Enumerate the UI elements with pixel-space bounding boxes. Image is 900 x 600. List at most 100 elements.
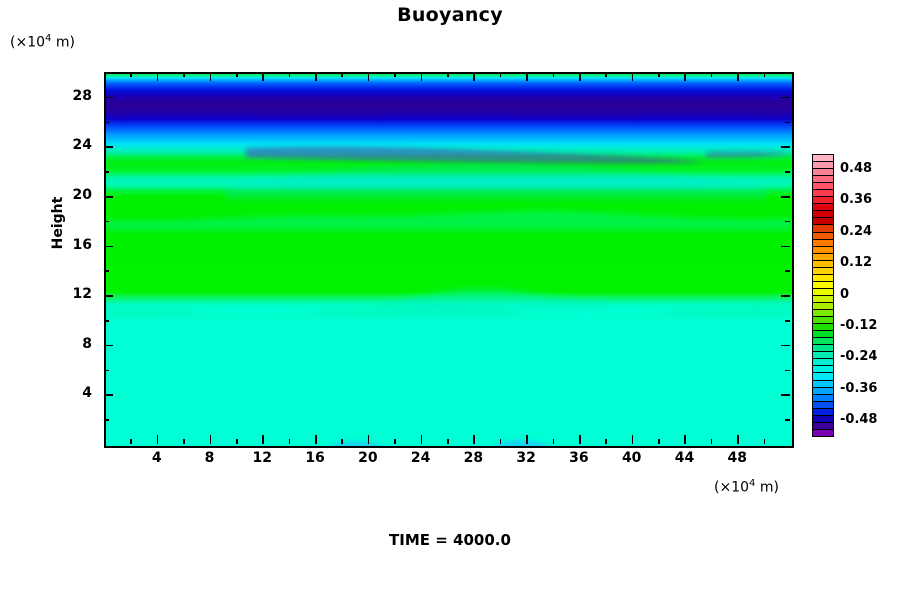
colorbar-band: [813, 281, 833, 289]
y-tick-minor: [781, 146, 790, 148]
x-tick-minor: [262, 72, 264, 81]
colorbar-band: [813, 345, 833, 353]
colorbar-band: [813, 155, 833, 163]
colorbar-band: [813, 295, 833, 303]
colorbar-band: [813, 429, 833, 436]
y-tick-minor: [104, 245, 113, 248]
colorbar-band: [813, 162, 833, 170]
x-tick-minor: [341, 439, 344, 444]
y-tick-minor: [104, 369, 109, 372]
x-unit-exponent: 4: [749, 478, 756, 489]
y-tick-minor: [104, 344, 113, 347]
x-tick-label: 40: [621, 450, 642, 466]
x-tick-minor: [183, 439, 185, 444]
x-tick-minor: [526, 72, 528, 81]
x-tick-minor: [763, 439, 766, 444]
x-tick-minor: [315, 72, 317, 81]
y-tick-minor: [781, 394, 790, 396]
x-tick-minor: [684, 72, 687, 81]
colorbar-band: [813, 211, 833, 219]
colorbar-band: [813, 232, 833, 240]
x-tick-minor: [710, 439, 713, 444]
y-tick-minor: [785, 171, 790, 173]
x-tick-minor: [499, 72, 502, 77]
x-tick-minor: [394, 72, 396, 77]
x-tick-minor: [288, 72, 291, 77]
colorbar-tick-label: -0.36: [840, 380, 878, 396]
colorbar-band: [813, 176, 833, 184]
x-tick-minor: [499, 439, 502, 444]
time-annotation: TIME = 4000.0: [389, 531, 511, 549]
x-tick-minor: [262, 435, 264, 444]
y-tick-minor: [781, 344, 790, 347]
x-tick-minor: [578, 72, 581, 81]
x-tick-minor: [684, 435, 687, 444]
y-tick-label: 20: [72, 187, 92, 203]
x-tick-minor: [447, 439, 449, 444]
y-tick-label: 16: [72, 236, 92, 253]
colorbar-band: [813, 422, 833, 430]
colorbar-band: [813, 239, 833, 247]
colorbar-band: [813, 317, 833, 325]
y-tick-minor: [104, 146, 113, 148]
y-tick-label: 4: [82, 385, 92, 402]
x-tick-label: 28: [463, 450, 484, 466]
y-tick-minor: [785, 369, 790, 372]
x-tick-minor: [631, 72, 634, 81]
y-tick-minor: [785, 419, 790, 421]
colorbar-band: [813, 373, 833, 381]
x-tick-minor: [235, 72, 238, 77]
colorbar-band: [813, 380, 833, 388]
colorbar-band: [813, 331, 833, 339]
x-tick-minor: [473, 435, 475, 444]
colorbar-band: [813, 310, 833, 318]
y-tick-minor: [785, 270, 790, 272]
colorbar-tick-label: -0.24: [840, 349, 878, 365]
colorbar-band: [813, 359, 833, 367]
x-tick-minor: [447, 72, 449, 77]
x-tick-minor: [552, 439, 555, 444]
x-tick-minor: [578, 435, 581, 444]
x-tick-minor: [605, 439, 607, 444]
x-tick-label: 24: [410, 450, 431, 466]
colorbar-band: [813, 169, 833, 177]
colorbar-tick-label: 0.24: [840, 223, 873, 239]
x-tick-minor: [420, 72, 423, 81]
x-tick-label: 20: [358, 450, 378, 466]
y-tick-label: 24: [72, 137, 92, 154]
colorbar-band: [813, 190, 833, 198]
y-tick-minor: [104, 96, 113, 99]
y-tick-minor: [104, 220, 109, 223]
y-unit-exponent: 4: [45, 33, 52, 44]
x-tick-minor: [473, 72, 475, 81]
x-tick-minor: [420, 435, 423, 444]
colorbar-band: [813, 387, 833, 395]
y-tick-minor: [785, 220, 790, 223]
x-tick-minor: [183, 72, 185, 77]
colorbar-tick-label: -0.48: [840, 412, 878, 428]
x-tick-minor: [235, 439, 238, 444]
vortex-right: [494, 440, 550, 446]
x-tick-minor: [394, 439, 396, 444]
x-tick-minor: [130, 439, 132, 444]
colorbar-band: [813, 246, 833, 254]
y-tick-minor: [785, 121, 790, 124]
y-tick-label: 12: [72, 286, 92, 303]
colorbar-band: [813, 394, 833, 402]
buoyancy-field-image: [106, 74, 792, 446]
x-tick-minor: [209, 435, 212, 444]
colorbar-band: [813, 401, 833, 409]
x-tick-minor: [631, 435, 634, 444]
x-tick-minor: [658, 439, 660, 444]
y-tick-minor: [781, 245, 790, 248]
colorbar-band: [813, 366, 833, 374]
x-tick-label: 8: [204, 450, 215, 466]
x-tick-minor: [552, 72, 555, 77]
x-tick-minor: [209, 72, 212, 81]
y-tick-minor: [781, 196, 790, 198]
colorbar-band: [813, 408, 833, 416]
x-axis-unit-label: (×104 m): [714, 478, 779, 496]
colorbar-tick-label: 0.48: [840, 160, 873, 176]
y-tick-minor: [104, 295, 113, 297]
